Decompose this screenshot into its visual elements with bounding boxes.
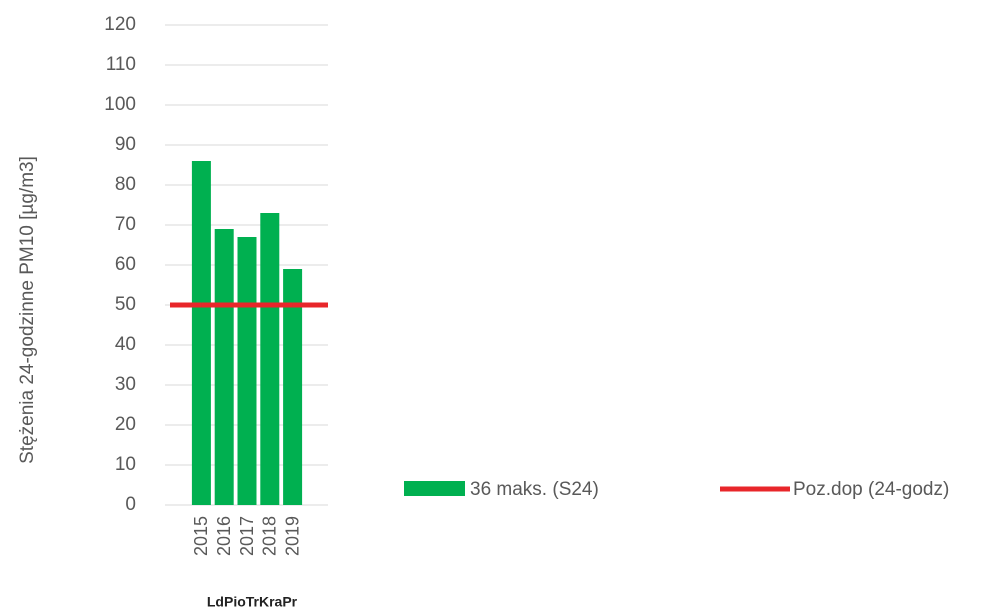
y-tick-label: 30: [115, 374, 136, 395]
x-tick-label: 2015: [191, 516, 211, 556]
x-tick-label: 2016: [214, 516, 234, 556]
y-tick-label: 100: [104, 94, 136, 115]
y-tick-label: 0: [125, 494, 136, 515]
bar: [283, 269, 303, 505]
x-tick-label: 2018: [260, 516, 280, 556]
y-tick-label: 80: [115, 174, 136, 195]
y-tick-label: 110: [106, 54, 136, 75]
bar: [237, 237, 257, 505]
legend-label: Poz.dop (24-godz): [793, 479, 949, 500]
bar: [191, 161, 211, 505]
group-label: LdPioTrKraPr: [207, 594, 298, 610]
y-tick-label: 90: [115, 134, 136, 155]
bar: [214, 229, 234, 505]
y-tick-label: 40: [115, 334, 136, 355]
x-tick-label: 2017: [237, 516, 257, 556]
x-tick-label: 2019: [282, 516, 302, 556]
y-tick-label: 20: [115, 414, 136, 435]
y-tick-label: 70: [115, 214, 136, 235]
legend-swatch: [404, 481, 465, 496]
bar: [260, 213, 280, 505]
y-axis-label: Stężenia 24-godzinne PM10 [µg/m3]: [17, 156, 38, 464]
y-tick-label: 120: [104, 14, 136, 35]
legend-label: 36 maks. (S24): [470, 479, 599, 500]
y-tick-label: 60: [115, 254, 136, 275]
y-tick-label: 10: [115, 454, 136, 475]
y-tick-label: 50: [115, 294, 136, 315]
